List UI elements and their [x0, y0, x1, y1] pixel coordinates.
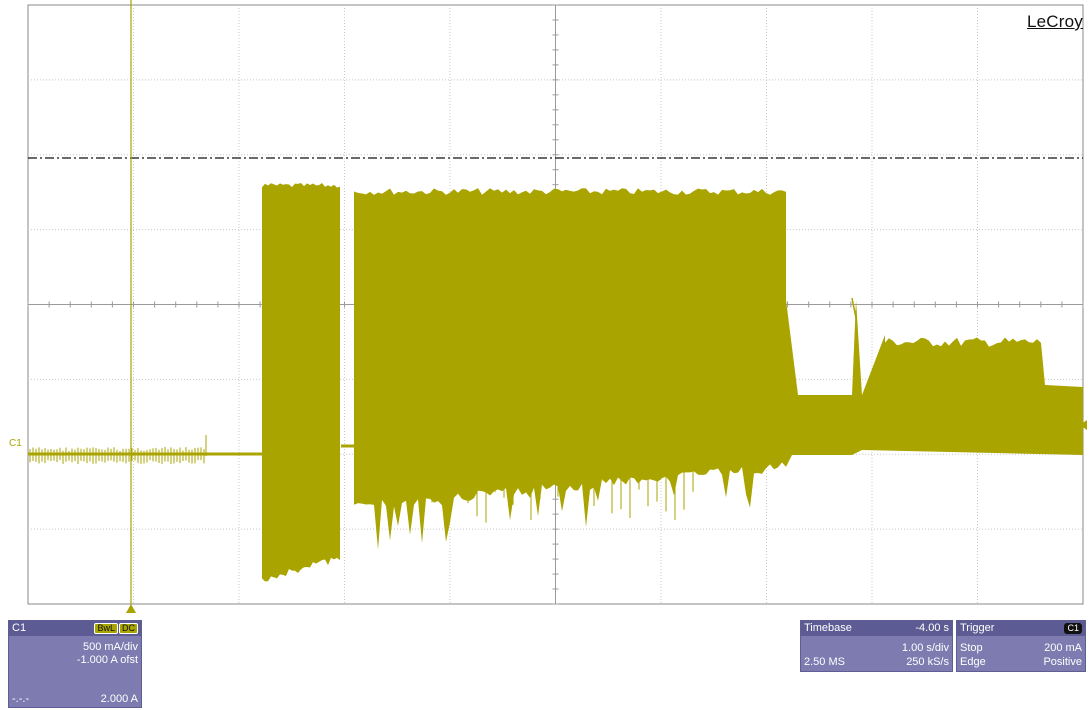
trigger-type: Edge: [960, 656, 986, 668]
trigger-level: 200 mA: [1044, 642, 1082, 654]
vertical-offset: -1.000 A ofst: [76, 654, 138, 666]
trigger-slope: Positive: [1043, 656, 1082, 668]
memory-depth: 2.50 MS: [804, 656, 845, 668]
channel-1-descriptor[interactable]: C1 BwL DC 500 mA/div -1.000 A ofst -.-.- …: [8, 620, 142, 708]
trigger-level-arrow-icon: [1080, 420, 1087, 430]
channel-marker-c1: C1: [9, 438, 22, 449]
timebase-scale: 1.00 s/div: [901, 642, 949, 654]
timebase-descriptor[interactable]: Timebase -4.00 s 1.00 s/div 2.50 MS 250 …: [800, 620, 953, 672]
timebase-delay: -4.00 s: [915, 622, 949, 634]
channel-1-waveform: [28, 183, 1083, 582]
trigger-position-icon: [126, 604, 136, 613]
line-style-indicator: -.-.-: [12, 693, 30, 705]
graticule: [27, 4, 1084, 605]
lecroy-logo: LeCroy: [1026, 12, 1083, 31]
waveform-burst-1: [262, 183, 340, 582]
coupling-badge: DC: [119, 623, 138, 634]
waveform-spike: [851, 297, 860, 381]
timebase-title: Timebase: [804, 622, 852, 634]
trigger-descriptor[interactable]: Trigger C1 Stop 200 mA Edge Positive: [956, 620, 1086, 672]
trigger-mode: Stop: [960, 642, 983, 654]
trigger-source-badge: C1: [1064, 623, 1082, 634]
trigger-title: Trigger: [960, 622, 995, 634]
sample-rate: 250 kS/s: [906, 656, 949, 668]
vertical-scale: 500 mA/div: [82, 641, 138, 653]
waveform-burst-main: [354, 188, 1083, 550]
channel-name: C1: [12, 622, 27, 634]
level-readout: 2.000 A: [100, 693, 138, 705]
bandwidth-limit-badge: BwL: [94, 623, 118, 634]
